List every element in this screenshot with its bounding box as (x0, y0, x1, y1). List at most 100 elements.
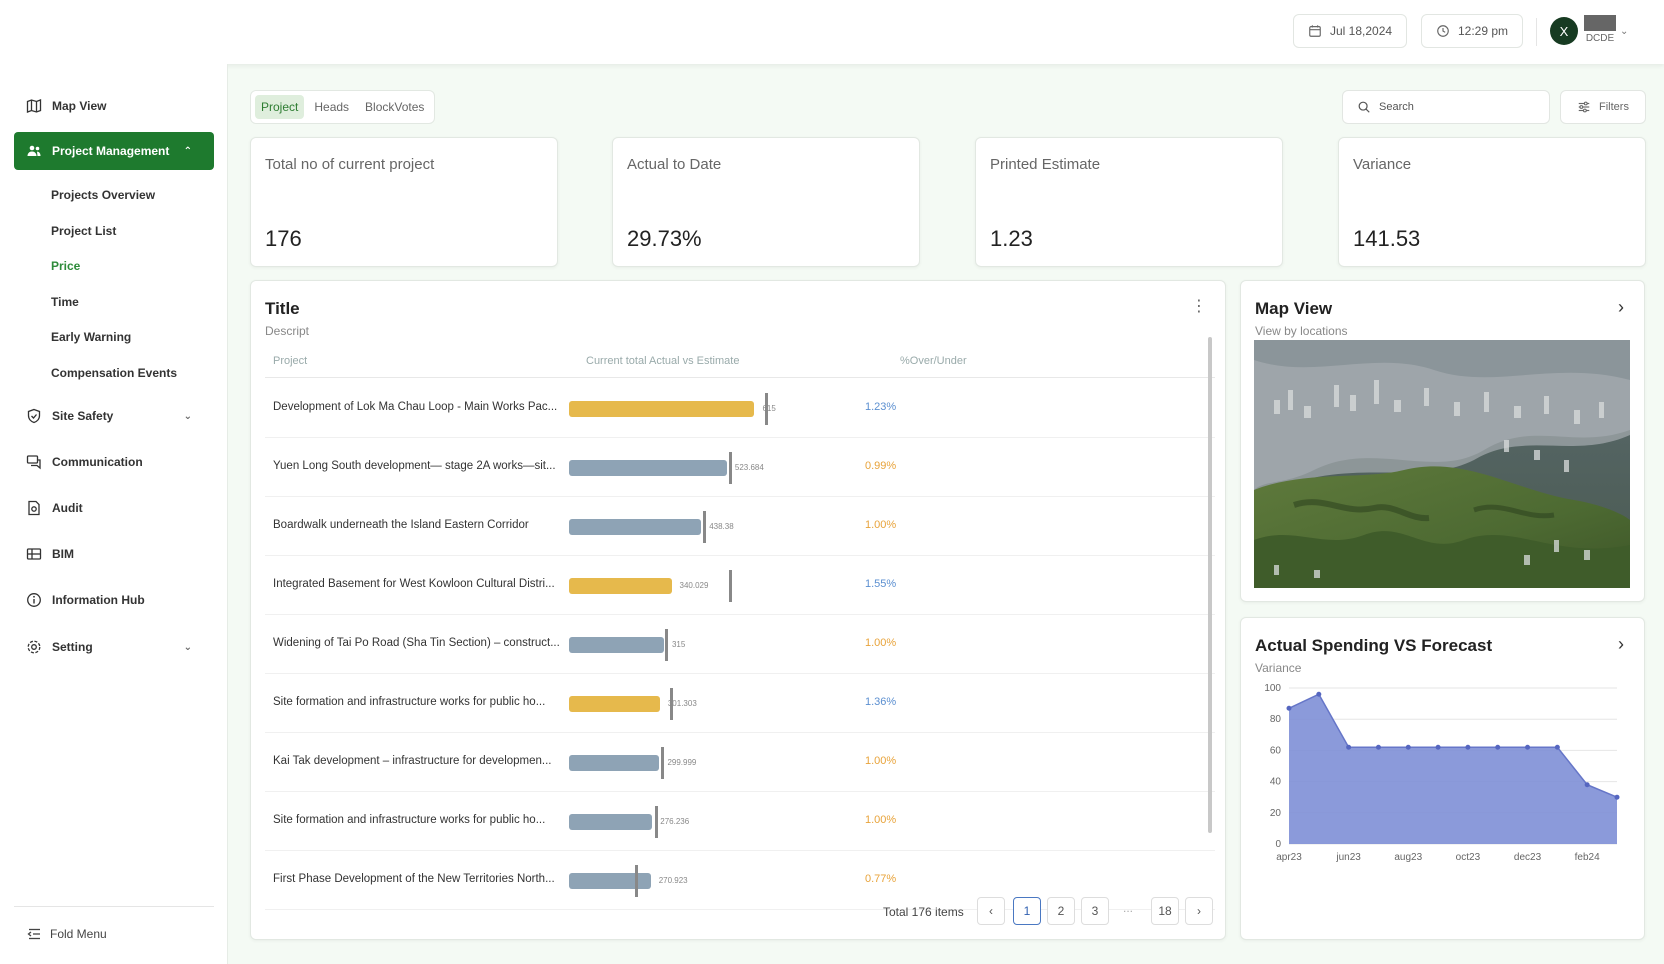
sub-item-project-list[interactable]: Project List (51, 224, 116, 238)
bar-value-label: 340.029 (680, 581, 709, 590)
search-icon (1357, 100, 1371, 114)
column-header-project: Project (273, 355, 307, 367)
data-point (1495, 745, 1500, 750)
project-name: First Phase Development of the New Terri… (273, 873, 555, 885)
date-text: Jul 18,2024 (1330, 24, 1392, 38)
actual-bar (569, 814, 652, 830)
card-subtitle: Variance (1255, 661, 1301, 675)
card-title: Map View (1255, 299, 1332, 319)
user-logo (1584, 15, 1616, 31)
sub-item-projects-overview[interactable]: Projects Overview (51, 188, 155, 202)
sidebar-item-information-hub[interactable]: Information Hub (14, 582, 214, 618)
tab-heads[interactable]: Heads (308, 95, 355, 119)
table-row[interactable]: Site formation and infrastructure works … (265, 674, 1215, 733)
estimate-marker (655, 806, 658, 838)
x-tick-label: dec23 (1514, 852, 1542, 863)
sidebar-item-audit[interactable]: Audit (14, 490, 214, 526)
filters-label: Filters (1599, 101, 1629, 113)
sidebar-item-communication[interactable]: Communication (14, 444, 214, 480)
pagination-page-1[interactable]: 1 (1013, 897, 1041, 925)
bar-value-label: 270.923 (659, 876, 688, 885)
sidebar-item-map-view[interactable]: Map View (14, 88, 214, 124)
chevron-down-icon: ⌄ (184, 642, 192, 653)
table-row[interactable]: Site formation and infrastructure works … (265, 792, 1215, 851)
actual-bar (569, 696, 660, 712)
data-point (1525, 745, 1530, 750)
table-row[interactable]: Integrated Basement for West Kowloon Cul… (265, 556, 1215, 615)
tab-blockvotes[interactable]: BlockVotes (359, 95, 430, 119)
stat-value: 176 (265, 226, 302, 252)
data-point (1615, 795, 1620, 800)
pagination-page-last[interactable]: 18 (1151, 897, 1179, 925)
sidebar-item-bim[interactable]: BIM (14, 536, 214, 572)
y-tick-label: 100 (1264, 683, 1281, 694)
time-picker[interactable]: 12:29 pm (1421, 14, 1523, 48)
pagination-prev[interactable]: ‹ (977, 897, 1005, 925)
stat-label: Variance (1353, 156, 1411, 173)
project-name: Boardwalk underneath the Island Eastern … (273, 519, 529, 531)
over-under-percent: 1.55% (865, 578, 896, 590)
bar-value-label: 299.999 (667, 758, 696, 767)
sub-item-compensation-events[interactable]: Compensation Events (51, 366, 177, 380)
avatar[interactable]: X (1550, 17, 1578, 45)
tab-project[interactable]: Project (255, 95, 304, 119)
stat-label: Actual to Date (627, 156, 721, 173)
sub-item-time[interactable]: Time (51, 295, 79, 309)
sidebar-item-site-safety[interactable]: Site Safety ⌄ (14, 398, 214, 434)
more-options-icon[interactable]: ⋮ (1191, 299, 1207, 315)
data-point (1465, 745, 1470, 750)
project-name: Development of Lok Ma Chau Loop - Main W… (273, 401, 557, 413)
project-name: Kai Tak development – infrastructure for… (273, 755, 552, 767)
table-row[interactable]: Boardwalk underneath the Island Eastern … (265, 497, 1215, 556)
over-under-percent: 1.23% (865, 401, 896, 413)
actual-bar (569, 637, 664, 653)
date-picker[interactable]: Jul 18,2024 (1293, 14, 1407, 48)
table-row[interactable]: Widening of Tai Po Road (Sha Tin Section… (265, 615, 1215, 674)
chevron-down-icon: ⌄ (184, 411, 192, 422)
actual-bar (569, 578, 672, 594)
over-under-percent: 1.00% (865, 814, 896, 826)
fold-menu-icon (26, 926, 42, 942)
pagination-page-2[interactable]: 2 (1047, 897, 1075, 925)
chevron-down-icon[interactable]: ⌄ (1620, 26, 1628, 37)
chevron-right-icon[interactable]: › (1618, 634, 1624, 655)
bar-value-label: 438.38 (709, 522, 733, 531)
sidebar-item-label: Setting (52, 640, 93, 654)
y-tick-label: 0 (1275, 839, 1281, 850)
table-row[interactable]: Yuen Long South development— stage 2A wo… (265, 438, 1215, 497)
chevron-up-icon: ⌃ (184, 146, 192, 157)
pagination-page-3[interactable]: 3 (1081, 897, 1109, 925)
map-view-card: Map View View by locations › (1240, 280, 1645, 602)
x-tick-label: oct23 (1456, 852, 1481, 863)
data-point (1585, 782, 1590, 787)
pagination-next[interactable]: › (1185, 897, 1213, 925)
sidebar-item-setting[interactable]: Setting ⌄ (14, 629, 214, 665)
estimate-marker (729, 570, 732, 602)
sidebar-item-label: Audit (52, 501, 83, 515)
user-menu[interactable]: DCDE (1582, 15, 1618, 44)
search-input[interactable]: Search (1342, 90, 1550, 124)
project-name: Site formation and infrastructure works … (273, 814, 545, 826)
filters-button[interactable]: Filters (1560, 90, 1646, 124)
sub-item-price[interactable]: Price (51, 259, 80, 273)
data-point (1346, 745, 1351, 750)
shield-icon (26, 408, 42, 424)
data-point (1316, 692, 1321, 697)
y-tick-label: 20 (1270, 808, 1282, 819)
map-3d-image[interactable] (1254, 340, 1630, 588)
fold-menu-button[interactable]: Fold Menu (26, 926, 107, 942)
actual-bar (569, 755, 659, 771)
sidebar-item-project-management[interactable]: Project Management ⌃ (14, 132, 214, 170)
sub-item-early-warning[interactable]: Early Warning (51, 330, 131, 344)
chevron-right-icon[interactable]: › (1618, 297, 1624, 318)
over-under-percent: 1.36% (865, 696, 896, 708)
table-header-divider (265, 377, 1215, 378)
x-tick-label: feb24 (1575, 852, 1600, 863)
stat-card-variance: Variance 141.53 (1338, 137, 1646, 267)
table-scrollbar[interactable] (1208, 337, 1212, 833)
column-header-over-under: %Over/Under (900, 355, 967, 367)
table-row[interactable]: Development of Lok Ma Chau Loop - Main W… (265, 379, 1215, 438)
table-row[interactable]: Kai Tak development – infrastructure for… (265, 733, 1215, 792)
over-under-percent: 1.00% (865, 637, 896, 649)
sidebar: Map View Project Management ⌃ Projects O… (0, 64, 228, 964)
